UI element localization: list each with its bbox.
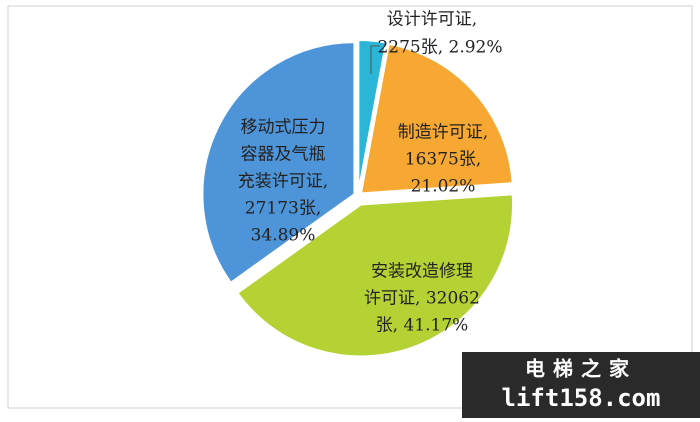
slice-label: 安装改造修理 [371,262,473,282]
slice-label: 制造许可证, [398,123,488,143]
pie-slice [357,39,388,193]
slice-label: 2275张, 2.92% [377,38,502,58]
slice-label: 34.89% [251,226,316,246]
slice-label: 27173张, [245,199,321,219]
pie-slice [236,193,515,358]
slice-label: 设计许可证, [387,10,477,30]
leader-line [370,45,380,74]
slice-label: 21.02% [411,177,476,197]
watermark: 电梯之家 [525,357,637,381]
slice-label: 许可证, 32062 [364,289,480,309]
slice-label: 充装许可证, [238,172,328,192]
watermark: lift158.com [502,384,661,412]
slice-label: 16375张, [405,150,481,170]
watermark-box [462,352,700,418]
slice-label: 移动式压力 [241,118,326,138]
slice-label: 张, 41.17% [376,316,469,336]
pie-slice [359,42,514,195]
pie-slice [201,41,356,285]
slice-label: 容器及气瓶 [241,145,326,165]
